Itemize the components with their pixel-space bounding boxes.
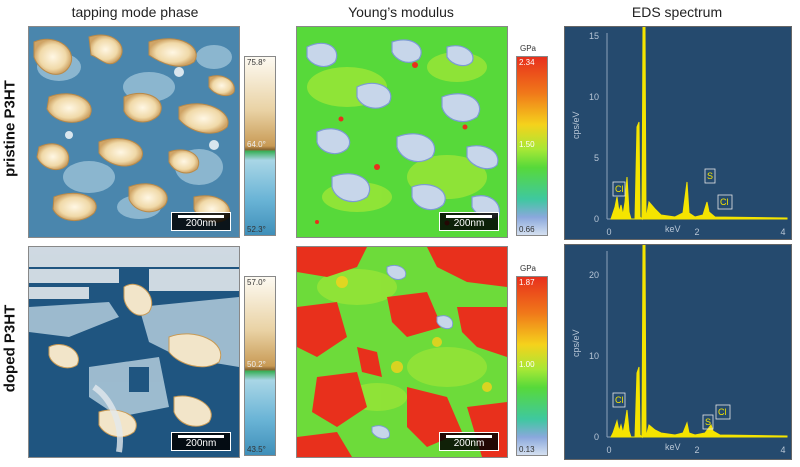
eds-bottom-xtick-2: 2 xyxy=(694,445,699,455)
eds-bottom-peak-cl-left: Cl xyxy=(615,395,624,405)
phase-cbar-doped-mid: 50.2° xyxy=(247,360,266,369)
scalebar-modulus-doped: 200nm xyxy=(439,432,499,451)
eds-top-peak-s: S xyxy=(707,171,713,181)
modulus-image-doped: 200nm xyxy=(296,246,508,458)
eds-spectrum-pristine: 0 5 10 15 cps/eV 0 2 4 keV Cl S Cl xyxy=(564,26,792,240)
phase-colorbar-doped: 57.0° 50.2° 43.5° xyxy=(244,276,276,456)
eds-bottom-ytick-20: 20 xyxy=(589,270,599,280)
modulus-cbar-doped-min: 0.13 xyxy=(519,445,535,454)
eds-bottom-trace xyxy=(610,245,788,439)
scalebar-phase-doped: 200nm xyxy=(171,432,231,451)
column-title-modulus: Young’s modulus xyxy=(348,4,454,20)
eds-top-peak-cl-left: Cl xyxy=(615,184,624,194)
modulus-image-pristine: 200nm xyxy=(296,26,508,238)
phase-cbar-doped-min: 43.5° xyxy=(247,445,266,454)
eds-top-xtick-2: 2 xyxy=(694,227,699,237)
modulus-cbar-min: 0.66 xyxy=(519,225,535,234)
modulus-colorbar-doped: 1.87 1.00 0.13 xyxy=(516,276,548,456)
eds-bottom-xtick-4: 4 xyxy=(780,445,785,455)
scalebar-phase-pristine: 200nm xyxy=(171,212,231,231)
phase-cbar-min: 52.3° xyxy=(247,225,266,234)
phase-image-pristine: 200nm xyxy=(28,26,240,238)
row-label-pristine: pristine P3HT xyxy=(1,80,19,177)
phase-cbar-max: 75.8° xyxy=(247,58,266,67)
modulus-cbar-doped-max: 1.87 xyxy=(519,278,535,287)
phase-cbar-mid: 64.0° xyxy=(247,140,266,149)
eds-top-xlabel: keV xyxy=(665,224,681,234)
modulus-colorbar-pristine: 2.34 1.50 0.66 xyxy=(516,56,548,236)
eds-bottom-xtick-0: 0 xyxy=(606,445,611,455)
phase-colorbar-pristine: 75.8° 64.0° 52.3° xyxy=(244,56,276,236)
eds-top-trace xyxy=(610,27,788,221)
eds-bottom-peak-cl-right: Cl xyxy=(718,407,727,417)
eds-top-xtick-4: 4 xyxy=(780,227,785,237)
eds-top-ytick-0: 0 xyxy=(594,214,599,224)
eds-bottom-ylabel: cps/eV xyxy=(571,329,581,357)
row-label-doped: doped P3HT xyxy=(1,304,19,393)
eds-top-ytick-15: 15 xyxy=(589,31,599,41)
modulus-cbar-max: 2.34 xyxy=(519,58,535,67)
eds-top-xtick-0: 0 xyxy=(606,227,611,237)
column-title-phase: tapping mode phase xyxy=(71,4,199,20)
phase-cbar-doped-max: 57.0° xyxy=(247,278,266,287)
eds-bottom-xlabel: keV xyxy=(665,442,681,452)
modulus-unit-doped: GPa xyxy=(520,264,537,273)
phase-image-doped: 200nm xyxy=(28,246,240,458)
column-title-eds: EDS spectrum xyxy=(631,4,723,20)
eds-top-peak-cl-right: Cl xyxy=(720,197,729,207)
modulus-cbar-doped-mid: 1.00 xyxy=(519,360,535,369)
eds-bottom-ytick-10: 10 xyxy=(589,351,599,361)
modulus-cbar-mid: 1.50 xyxy=(519,140,535,149)
eds-bottom-ytick-0: 0 xyxy=(594,432,599,442)
eds-bottom-peak-s: S xyxy=(705,417,711,427)
modulus-unit-pristine: GPa xyxy=(520,44,537,53)
eds-spectrum-doped: 0 10 20 cps/eV 0 2 4 keV Cl S Cl xyxy=(564,244,792,460)
scalebar-modulus-pristine: 200nm xyxy=(439,212,499,231)
eds-top-ytick-10: 10 xyxy=(589,92,599,102)
eds-top-ylabel: cps/eV xyxy=(571,111,581,139)
eds-top-ytick-5: 5 xyxy=(594,153,599,163)
